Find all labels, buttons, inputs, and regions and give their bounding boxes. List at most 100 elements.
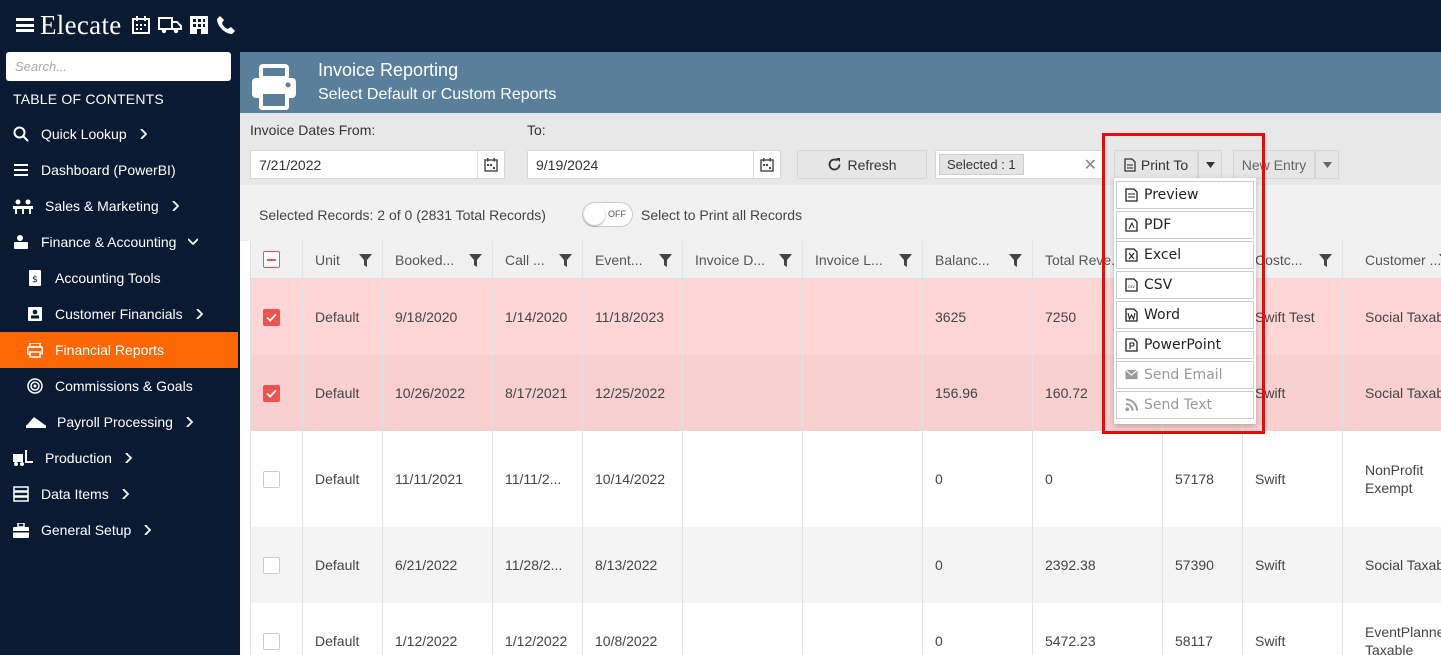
filter-icon[interactable]: [359, 254, 372, 267]
print-all-label: Select to Print all Records: [641, 207, 803, 223]
caret-down-icon: [1322, 161, 1332, 168]
selected-records-field[interactable]: Selected : 1 ✕: [935, 150, 1104, 179]
table-cell: [803, 355, 923, 431]
filter-icon[interactable]: [899, 254, 912, 267]
column-header[interactable]: Balanc...: [923, 241, 1033, 278]
row-checkbox[interactable]: [263, 384, 280, 402]
row-checkbox[interactable]: [263, 470, 280, 488]
sidebar-item-dashboard[interactable]: Dashboard (PowerBI): [0, 152, 238, 188]
table-cell: 12/25/2022: [583, 355, 683, 431]
menu-item-word[interactable]: Word: [1116, 301, 1254, 329]
table-row[interactable]: Default 1/12/2022 1/12/2022 10/8/2022 0 5472.…: [251, 603, 1441, 655]
sidebar-item-production[interactable]: Production: [0, 440, 238, 476]
sidebar-item-financial-reports[interactable]: Financial Reports: [0, 332, 238, 368]
new-entry-dropdown-toggle[interactable]: [1315, 150, 1339, 179]
table-cell: Social Taxable: [1353, 355, 1441, 431]
from-date-input[interactable]: 7/21/2022: [250, 150, 505, 179]
print-to-button[interactable]: Print To: [1114, 150, 1198, 179]
row-checkbox[interactable]: [263, 556, 280, 574]
filter-icon[interactable]: [559, 254, 572, 267]
filter-icon[interactable]: [1009, 254, 1022, 267]
hamburger-menu-icon[interactable]: [16, 18, 34, 32]
to-date-label: To:: [527, 122, 546, 138]
print-to-menu: Preview PDF Excel csv CSV Word PowerPoin…: [1114, 178, 1256, 424]
menu-item-preview[interactable]: Preview: [1116, 181, 1254, 209]
phone-icon[interactable]: [215, 14, 237, 36]
pdf-file-icon: [1125, 218, 1138, 232]
chevron-right-icon: [139, 129, 147, 139]
cell-value: 8/17/2021: [505, 385, 568, 401]
sidebar-item-customer-financials[interactable]: Customer Financials: [0, 296, 238, 332]
cell-value: Swift: [1255, 385, 1286, 401]
column-header[interactable]: Unit: [303, 241, 383, 278]
app-logo[interactable]: Elecate: [40, 9, 122, 40]
sidebar-item-sales-marketing[interactable]: Sales & Marketing: [0, 188, 238, 224]
table-row[interactable]: Default 10/26/2022 8/17/2021 12/25/2022 156.…: [251, 355, 1441, 431]
sidebar-item-data-items[interactable]: Data Items: [0, 476, 238, 512]
menu-item-excel[interactable]: Excel: [1116, 241, 1254, 269]
cell-value: 10/8/2022: [595, 633, 658, 649]
sidebar-item-quick-lookup[interactable]: Quick Lookup: [0, 116, 238, 152]
chevron-right-icon: [144, 525, 152, 535]
contact-card-icon: [26, 305, 44, 323]
column-header[interactable]: Booked...: [383, 241, 493, 278]
sidebar-item-commissions-goals[interactable]: Commissions & Goals: [0, 368, 238, 404]
table-row[interactable]: Default 9/18/2020 1/14/2020 11/18/2023 3625 7…: [251, 279, 1441, 355]
refresh-label: Refresh: [847, 156, 897, 173]
row-checkbox[interactable]: [263, 308, 280, 326]
building-icon[interactable]: [188, 14, 210, 36]
row-checkbox[interactable]: [263, 632, 280, 650]
table-cell: Swift: [1243, 431, 1343, 527]
filter-icon[interactable]: [469, 254, 482, 267]
table-cell: 3625: [923, 279, 1033, 355]
sidebar-item-payroll-processing[interactable]: Payroll Processing: [0, 404, 238, 440]
filter-icon[interactable]: [659, 254, 672, 267]
cell-value: Default: [315, 309, 360, 325]
cell-value: 12/25/2022: [595, 385, 666, 401]
svg-text:$: $: [32, 275, 38, 285]
to-date-input[interactable]: 9/19/2024: [527, 150, 781, 179]
table-cell: 11/11/2021: [383, 431, 493, 527]
menu-item-send-email[interactable]: Send Email: [1116, 361, 1254, 389]
print-all-toggle[interactable]: OFF: [582, 202, 633, 227]
menu-item-csv[interactable]: csv CSV: [1116, 271, 1254, 299]
new-entry-button[interactable]: New Entry: [1233, 150, 1315, 179]
refresh-icon: [829, 158, 841, 171]
refresh-button[interactable]: Refresh: [797, 150, 927, 179]
search-input[interactable]: [6, 52, 231, 81]
document-dollar-icon: $: [26, 269, 44, 287]
table-cell: 5472.23: [1033, 603, 1163, 655]
column-header[interactable]: Invoice D...: [683, 241, 803, 278]
column-header[interactable]: Event...: [583, 241, 683, 278]
table-cell: 8/17/2021: [493, 355, 583, 431]
menu-item-powerpoint[interactable]: PowerPoint: [1116, 331, 1254, 359]
print-to-dropdown-toggle[interactable]: [1198, 150, 1222, 179]
cell-value: 1/12/2022: [505, 633, 568, 649]
table-row[interactable]: Default 6/21/2022 11/28/2... 8/13/2022 0 2392…: [251, 527, 1441, 603]
truck-icon[interactable]: [157, 14, 183, 36]
calendar-icon[interactable]: [130, 14, 152, 36]
column-header[interactable]: Costc...: [1243, 241, 1343, 278]
sidebar-item-accounting-tools[interactable]: $ Accounting Tools: [0, 260, 238, 296]
column-header[interactable]: Invoice L...: [803, 241, 923, 278]
cell-value: 160.72: [1045, 385, 1088, 401]
column-header[interactable]: Call ...: [493, 241, 583, 278]
records-summary: Selected Records: 2 of 0 (2831 Total Rec…: [259, 207, 546, 223]
column-header[interactable]: Customer ...: [1353, 241, 1441, 278]
document-icon: [1125, 188, 1138, 202]
sidebar-item-general-setup[interactable]: General Setup: [0, 512, 238, 548]
list-icon: [12, 161, 30, 179]
table-row[interactable]: Default 11/11/2021 11/11/2... 10/14/2022 0 0 5…: [251, 431, 1441, 527]
select-all-checkbox[interactable]: [263, 251, 280, 268]
clear-selection-icon[interactable]: ✕: [1083, 157, 1097, 174]
select-all-cell: [251, 241, 303, 278]
table-cell: 57390: [1163, 527, 1243, 603]
calendar-icon[interactable]: [753, 151, 780, 178]
filter-icon[interactable]: [1319, 254, 1332, 267]
sidebar-item-finance-accounting[interactable]: Finance & Accounting: [0, 224, 238, 260]
calendar-icon[interactable]: [477, 151, 504, 178]
cell-value: Swift: [1255, 633, 1286, 649]
menu-item-send-text[interactable]: Send Text: [1116, 391, 1254, 419]
menu-item-pdf[interactable]: PDF: [1116, 211, 1254, 239]
filter-icon[interactable]: [779, 254, 792, 267]
